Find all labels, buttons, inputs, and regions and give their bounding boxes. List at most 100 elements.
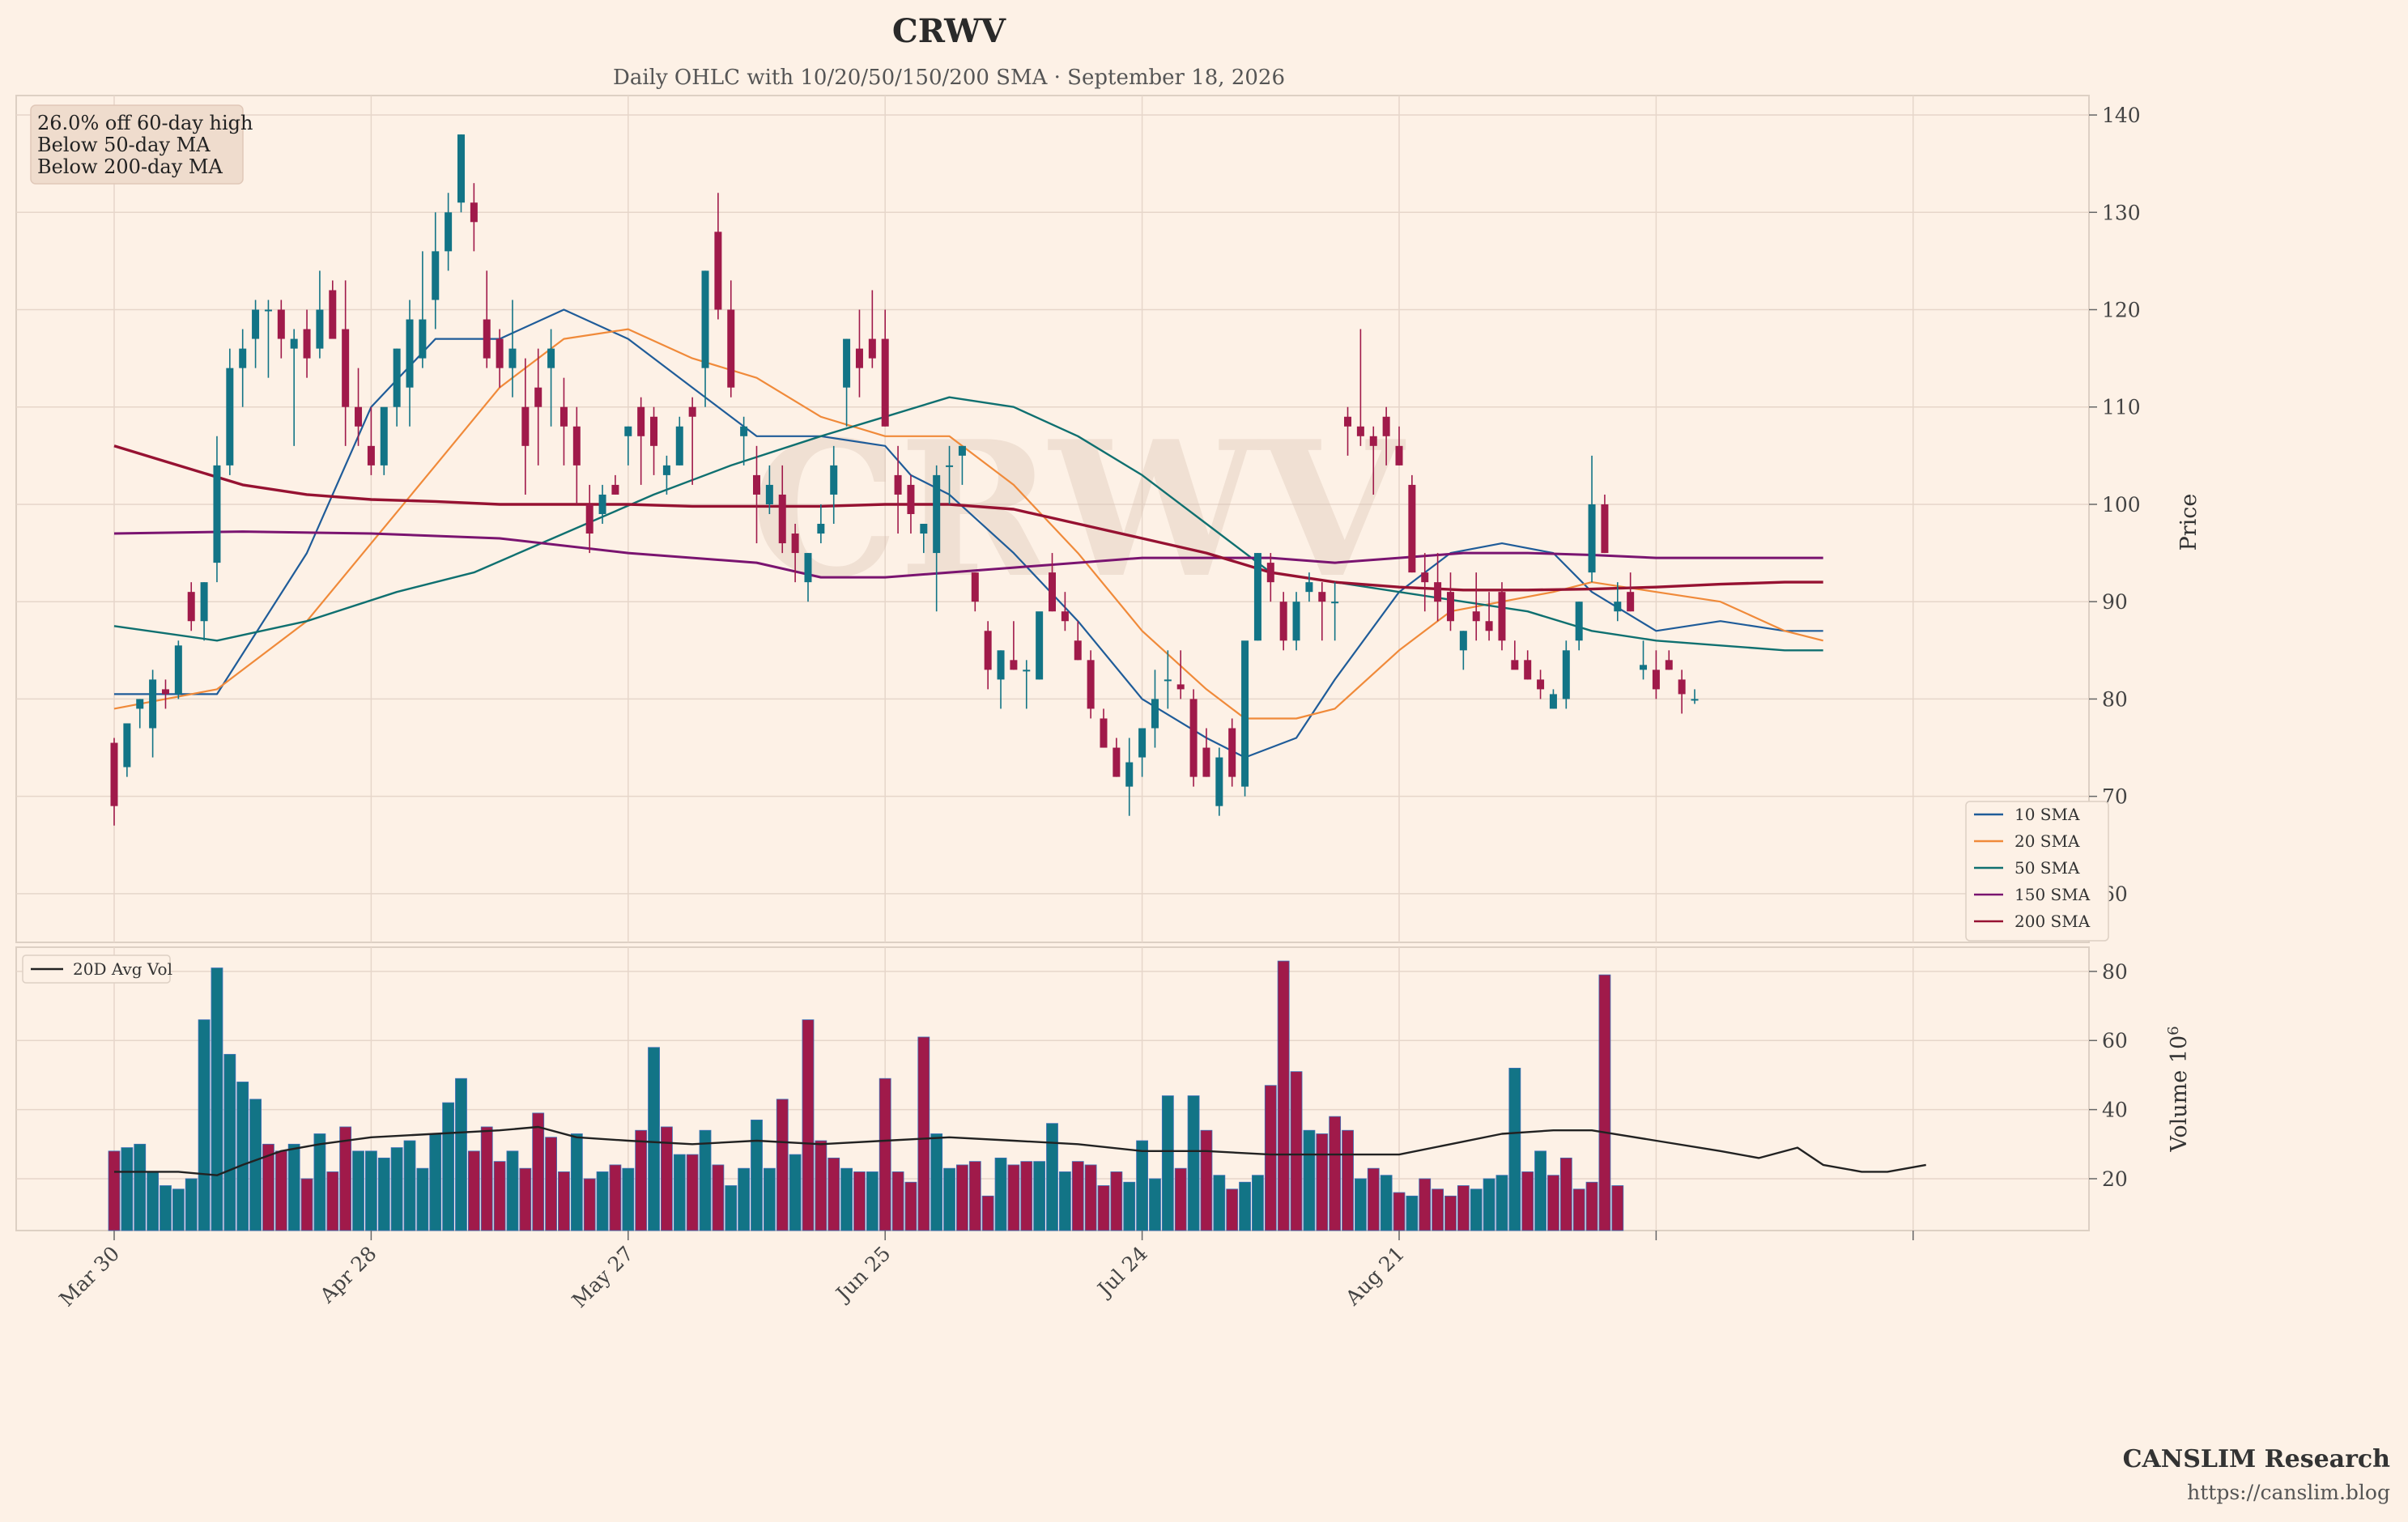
- candle-body: [1459, 631, 1467, 651]
- volume-bar: [429, 1133, 442, 1231]
- x-tick-label: Jun 25: [830, 1242, 896, 1307]
- candle-body: [1588, 504, 1596, 573]
- candle-body: [174, 645, 182, 695]
- volume-bar: [583, 1178, 596, 1231]
- volume-bar: [313, 1133, 326, 1231]
- candle-body: [1189, 699, 1198, 777]
- candle-body: [534, 387, 542, 407]
- volume-bar: [147, 1171, 160, 1231]
- volume-bar: [1046, 1123, 1058, 1231]
- volume-bar: [416, 1167, 429, 1231]
- candle-body: [1640, 665, 1648, 670]
- volume-axis-label-exp: 6: [2165, 1026, 2182, 1035]
- candle-body: [1138, 728, 1147, 758]
- price-legend: 10 SMA 20 SMA 50 SMA 150 SMA 200 SMA: [1965, 801, 2109, 942]
- candle-body: [1691, 699, 1699, 701]
- volume-bar: [1534, 1150, 1546, 1231]
- candle-body: [367, 445, 375, 466]
- volume-bar: [570, 1133, 583, 1231]
- candle-body: [817, 524, 825, 534]
- candle-body: [791, 534, 799, 554]
- volume-bar: [1508, 1067, 1521, 1231]
- candle-body: [1049, 572, 1057, 612]
- candle-body: [1164, 679, 1172, 682]
- candle-body: [342, 329, 350, 407]
- volume-bar: [1149, 1178, 1161, 1231]
- candle-body: [868, 338, 876, 359]
- candle-body: [1562, 650, 1570, 699]
- volume-bar: [840, 1167, 853, 1231]
- volume-bar: [364, 1150, 377, 1231]
- chart-title: CRWV: [892, 12, 1006, 50]
- sma-150-line: [113, 530, 1823, 579]
- x-tick-label: Apr 28: [315, 1242, 381, 1308]
- volume-bar: [1200, 1129, 1213, 1231]
- candle-body: [907, 484, 915, 514]
- volume-bars: [108, 960, 1624, 1231]
- brand-url: https://canslim.blog: [2187, 1481, 2390, 1504]
- volume-bar: [185, 1178, 198, 1231]
- volume-bar: [622, 1167, 635, 1231]
- volume-bar: [326, 1171, 339, 1231]
- volume-tick-label: 20: [2102, 1167, 2128, 1191]
- candle-body: [1010, 660, 1018, 670]
- candle-body: [393, 348, 401, 407]
- volume-bar: [1483, 1178, 1495, 1231]
- volume-bar: [1598, 974, 1611, 1231]
- candle-body: [830, 465, 838, 495]
- candle-body: [1511, 660, 1519, 670]
- price-tick-label: 90: [2102, 590, 2128, 614]
- volume-bar: [686, 1154, 699, 1231]
- avg-volume-line: [114, 1125, 1926, 1176]
- candle-body: [329, 290, 337, 339]
- volume-bar: [1354, 1178, 1367, 1231]
- volume-bar: [917, 1036, 930, 1231]
- volume-bar: [609, 1164, 622, 1231]
- volume-bar: [1252, 1175, 1264, 1231]
- volume-bar: [956, 1164, 968, 1231]
- x-tick-label: Mar 30: [55, 1242, 125, 1312]
- candle-body: [1151, 699, 1159, 729]
- candle-body: [252, 309, 260, 339]
- volume-bar: [134, 1143, 147, 1231]
- volume-bar: [506, 1150, 519, 1231]
- candle-body: [778, 494, 786, 544]
- volume-bar: [789, 1154, 802, 1231]
- candle-body: [559, 406, 568, 427]
- volume-tick-label: 60: [2102, 1029, 2128, 1052]
- price-tick-label: 110: [2102, 396, 2141, 419]
- candle-body: [1228, 728, 1236, 777]
- volume-bar: [249, 1099, 262, 1231]
- volume-bar: [968, 1161, 981, 1231]
- candle-body: [753, 474, 760, 495]
- volume-bar: [1071, 1161, 1084, 1231]
- volume-bar: [1342, 1129, 1354, 1231]
- legend-label-sma150: 150 SMA: [2014, 885, 2091, 904]
- candle-body: [920, 524, 928, 534]
- status-annotation: 26.0% off 60-day high Below 50-day MA Be…: [30, 104, 253, 185]
- volume-bar: [815, 1140, 827, 1231]
- volume-bar: [300, 1178, 313, 1231]
- candle-body: [1074, 640, 1082, 661]
- candle-body: [432, 251, 440, 300]
- volume-bar: [1213, 1175, 1226, 1231]
- volume-bar: [673, 1154, 686, 1231]
- candle-body: [187, 592, 195, 622]
- candle-body: [881, 338, 889, 427]
- price-tick-label: 130: [2102, 201, 2141, 224]
- volume-bar: [1432, 1188, 1444, 1231]
- candle-body: [971, 572, 979, 602]
- volume-bar: [904, 1181, 917, 1231]
- candle-body: [1434, 582, 1442, 602]
- candle-body: [1498, 592, 1506, 641]
- price-tick-label: 120: [2102, 299, 2141, 322]
- candle-body: [727, 309, 735, 388]
- candle-body: [290, 338, 298, 349]
- candle-body: [1537, 679, 1545, 690]
- candle-body: [1036, 611, 1044, 680]
- candle-body: [1023, 670, 1031, 672]
- candle-body: [572, 426, 581, 466]
- volume-bar: [776, 1099, 789, 1231]
- volume-bar: [108, 1150, 121, 1231]
- volume-bar: [891, 1171, 904, 1231]
